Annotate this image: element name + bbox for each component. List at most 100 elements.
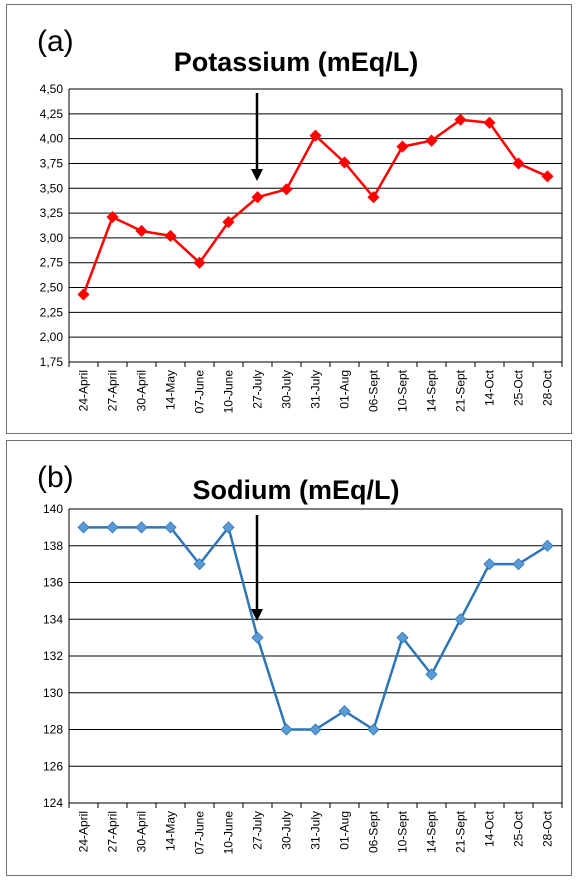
data-point <box>512 157 525 170</box>
x-tick-label: 27-April <box>106 811 120 852</box>
data-point <box>512 558 525 571</box>
x-tick-label: 24-April <box>77 811 91 852</box>
data-point <box>454 613 467 626</box>
data-point <box>396 631 409 644</box>
x-tick-label: 07-June <box>193 370 207 414</box>
y-tick-label: 138 <box>43 539 63 553</box>
x-tick-label: 31-July <box>309 811 323 850</box>
sodium-panel: (b) Sodium (mEq/L) 124 126 128 130 132 134 136… <box>6 440 572 876</box>
x-tick-label: 27-July <box>251 370 265 409</box>
x-tick-label: 10-Sept <box>396 369 410 412</box>
data-point <box>425 668 438 681</box>
y-tick-label: 4,00 <box>40 132 64 146</box>
x-tick-label: 14-Oct <box>483 369 497 406</box>
data-point <box>135 521 148 534</box>
x-tick-label: 28-Oct <box>541 369 555 406</box>
data-point <box>425 134 438 147</box>
data-point <box>367 723 380 736</box>
x-tick-label: 14-Sept <box>425 810 439 853</box>
series-line <box>82 118 549 295</box>
data-point <box>77 521 90 534</box>
data-point <box>541 170 554 183</box>
data-point <box>309 129 322 142</box>
panel-label: (b) <box>37 461 74 494</box>
data-point <box>338 705 351 718</box>
data-point <box>193 558 206 571</box>
y-tick-label: 3,00 <box>40 231 64 245</box>
data-point <box>106 210 119 224</box>
y-tick-label: 3,25 <box>40 206 64 220</box>
x-tick-label: 14-May <box>164 370 178 410</box>
x-tick-label: 28-Oct <box>541 810 555 847</box>
panel-label: (a) <box>37 25 74 58</box>
x-tick-label: 24-April <box>77 370 91 411</box>
series-line <box>83 526 549 731</box>
y-tick-label: 1,75 <box>40 355 64 369</box>
chart-title: Potassium (mEq/L) <box>174 47 419 77</box>
data-point <box>280 723 293 736</box>
y-tick-label: 140 <box>43 502 63 516</box>
y-tick-label: 2,00 <box>40 330 64 344</box>
data-point <box>106 521 119 534</box>
x-tick-label: 30-April <box>135 811 149 852</box>
data-point <box>367 191 380 204</box>
x-tick-label: 30-July <box>280 370 294 409</box>
y-tick-label: 128 <box>43 723 63 737</box>
arrow-head <box>251 169 263 181</box>
x-tick-label: 06-Sept <box>367 369 381 412</box>
data-point <box>251 631 264 644</box>
data-point <box>164 521 177 534</box>
data-point <box>222 215 235 229</box>
y-tick-label: 136 <box>43 576 63 590</box>
x-tick-label: 01-Aug <box>338 370 352 409</box>
x-tick-label: 30-April <box>135 370 149 411</box>
y-tick-label: 2,50 <box>40 281 64 295</box>
data-point <box>541 539 554 552</box>
x-tick-label: 10-June <box>222 370 236 414</box>
chart-title: Sodium (mEq/L) <box>193 475 400 505</box>
data-point <box>135 224 148 238</box>
data-point <box>164 229 177 242</box>
potassium-chart: (a) Potassium (mEq/L) 1,75 2,00 2,25 2,50 2,… <box>37 25 563 414</box>
y-tick-label: 4,50 <box>40 82 64 96</box>
x-tick-label: 01-Aug <box>338 811 352 850</box>
x-tick-label: 14-Sept <box>425 369 439 412</box>
data-point <box>193 256 206 269</box>
y-tick-label: 4,25 <box>40 107 64 121</box>
x-tick-label: 25-Oct <box>512 810 526 847</box>
y-tick-label: 3,75 <box>40 156 64 170</box>
potassium-panel: (a) Potassium (mEq/L) 1,75 2,00 2,25 2,50 2,… <box>6 4 572 434</box>
data-point <box>396 140 409 153</box>
x-tick-label: 07-June <box>193 811 207 855</box>
data-point <box>454 113 467 126</box>
y-tick-label: 3,50 <box>40 181 64 195</box>
data-point <box>280 183 293 196</box>
y-tick-label: 124 <box>43 796 63 810</box>
x-tick-label: 21-Sept <box>454 369 468 412</box>
x-tick-label: 10-Sept <box>396 810 410 853</box>
x-tick-label: 21-Sept <box>454 810 468 853</box>
data-point <box>309 723 322 736</box>
data-point <box>77 288 90 301</box>
y-tick-label: 126 <box>43 759 63 773</box>
x-tick-label: 14-Oct <box>483 810 497 847</box>
x-tick-label: 10-June <box>222 811 236 855</box>
y-tick-label: 134 <box>43 612 63 626</box>
x-tick-label: 27-July <box>251 811 265 850</box>
y-tick-label: 132 <box>43 649 63 663</box>
data-point <box>251 191 264 204</box>
x-tick-label: 14-May <box>164 811 178 851</box>
x-tick-label: 31-July <box>309 370 323 409</box>
data-point <box>483 116 496 129</box>
x-tick-label: 30-July <box>280 811 294 850</box>
y-tick-label: 2,75 <box>40 256 64 270</box>
data-point <box>483 558 496 571</box>
sodium-chart: (b) Sodium (mEq/L) 124 126 128 130 132 134 136… <box>37 461 563 855</box>
data-point <box>222 521 235 534</box>
arrow-head <box>251 609 263 621</box>
x-tick-label: 27-April <box>106 370 120 411</box>
y-tick-label: 130 <box>43 686 63 700</box>
y-tick-label: 2,25 <box>40 305 64 319</box>
x-tick-label: 25-Oct <box>512 369 526 406</box>
